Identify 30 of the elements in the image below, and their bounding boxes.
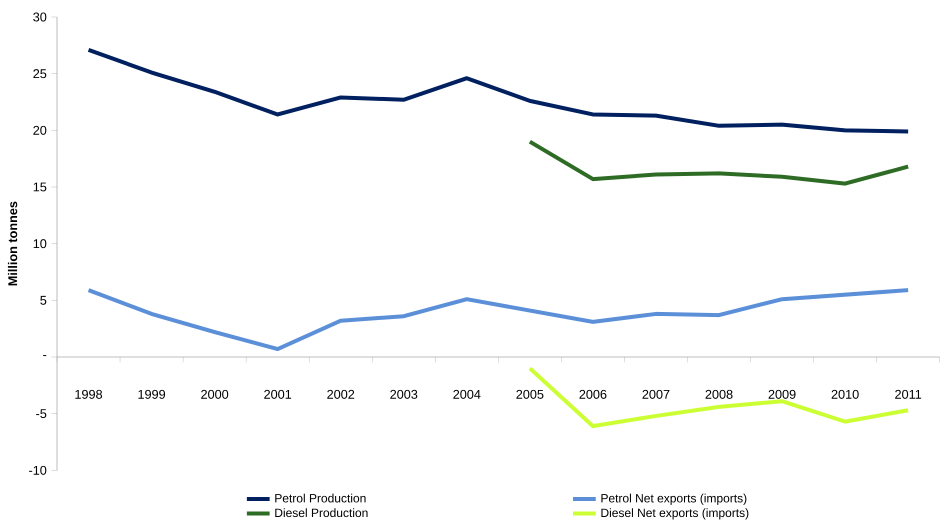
- y-tick-label: -10: [29, 466, 46, 475]
- x-tick-label: 2008: [706, 390, 733, 399]
- y-tick-label: 30: [33, 12, 46, 22]
- x-tick-label: 2001: [264, 390, 292, 399]
- y-axis-title: Million tonnes: [8, 202, 18, 286]
- x-tick-label: 2004: [453, 390, 481, 399]
- line-series: [528, 140, 910, 186]
- x-tick-label: 2007: [642, 390, 670, 399]
- y-tick-label: -5: [36, 409, 46, 418]
- y-tick-label: 20: [33, 126, 46, 135]
- x-tick-label: 2011: [895, 390, 922, 399]
- line-series: [86, 48, 910, 134]
- x-tick-label: 2000: [201, 390, 228, 399]
- x-tick-label: 2010: [832, 390, 859, 399]
- y-tick-label: 15: [34, 182, 46, 192]
- y-tick-label: 5: [40, 296, 46, 305]
- x-tick-label: 2009: [768, 390, 796, 399]
- x-tick-label: 2006: [579, 390, 606, 399]
- x-tick-label: 1998: [75, 390, 102, 399]
- x-tick-label: 2002: [327, 390, 354, 399]
- legend-label: Petrol Production: [275, 494, 366, 502]
- x-tick-label: 1999: [138, 390, 166, 399]
- y-tick-label: -: [43, 355, 46, 356]
- x-tick-label: 2005: [516, 390, 544, 399]
- legend-label: Petrol Net exports (imports): [601, 494, 746, 505]
- y-tick-label: 10: [34, 239, 46, 248]
- legend-label: Diesel Net exports (imports): [601, 508, 748, 520]
- y-tick-label: 25: [33, 69, 46, 78]
- x-tick-label: 2003: [390, 390, 418, 399]
- legend-label: Diesel Production: [275, 508, 368, 518]
